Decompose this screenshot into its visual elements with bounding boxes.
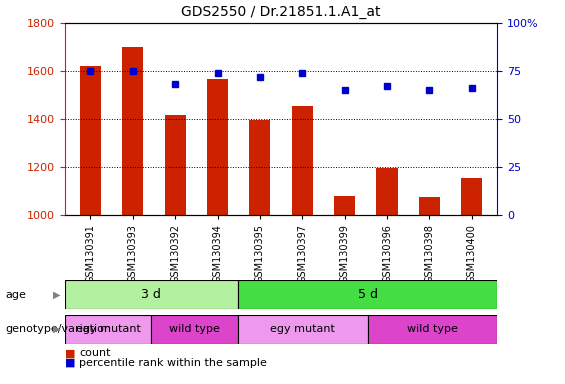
Bar [207,79,228,215]
Text: ▶: ▶ [53,324,60,334]
Title: GDS2550 / Dr.21851.1.A1_at: GDS2550 / Dr.21851.1.A1_at [181,5,381,19]
Text: egy mutant: egy mutant [76,324,141,334]
Text: egy mutant: egy mutant [270,324,335,334]
Text: wild type: wild type [169,324,220,334]
Bar [419,197,440,215]
Bar [164,116,186,215]
Text: ■: ■ [65,358,76,368]
Text: percentile rank within the sample: percentile rank within the sample [79,358,267,368]
Bar [249,120,271,215]
FancyBboxPatch shape [238,315,368,344]
Text: 3 d: 3 d [141,288,162,301]
Bar [80,66,101,215]
Text: genotype/variation: genotype/variation [6,324,112,334]
Bar [376,168,398,215]
Text: ▶: ▶ [53,290,60,300]
FancyBboxPatch shape [65,280,238,309]
Text: ■: ■ [65,348,76,358]
FancyBboxPatch shape [238,280,497,309]
Bar [122,47,144,215]
Text: count: count [79,348,111,358]
Text: wild type: wild type [407,324,458,334]
Bar [334,196,355,215]
Text: 5 d: 5 d [358,288,377,301]
FancyBboxPatch shape [368,315,497,344]
Bar [292,106,313,215]
Bar [461,178,483,215]
FancyBboxPatch shape [65,315,151,344]
FancyBboxPatch shape [151,315,238,344]
Text: age: age [6,290,27,300]
